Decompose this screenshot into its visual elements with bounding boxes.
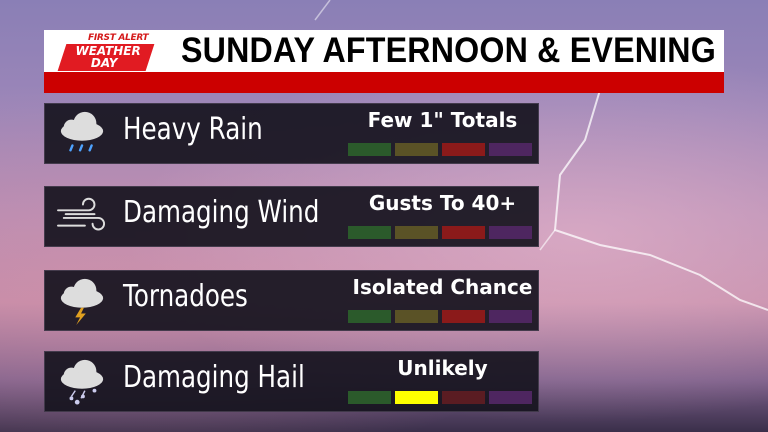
risk-level-bar	[348, 143, 532, 156]
risk-level-segment-4	[489, 310, 532, 323]
risk-level-segment-4	[489, 391, 532, 404]
hazard-row-tornadoes: Tornadoes Isolated Chance	[44, 270, 539, 331]
hazard-row-damaging-hail: Damaging Hail Unlikely	[44, 351, 539, 412]
red-accent-bar	[44, 72, 724, 93]
title-banner: FIRST ALERT WEATHER DAY SUNDAY AFTERNOON …	[44, 30, 724, 72]
hazard-status: Unlikely	[397, 356, 488, 380]
risk-level-segment-1	[348, 226, 391, 239]
risk-level-segment-4	[489, 226, 532, 239]
hazard-label: Damaging Hail	[123, 360, 305, 395]
risk-level-segment-2	[395, 226, 438, 239]
logo-top-text: FIRST ALERT	[88, 33, 149, 43]
cloud-lightning-icon	[60, 278, 104, 325]
risk-level-segment-3	[442, 143, 485, 156]
hazard-label: Tornadoes	[123, 279, 248, 314]
risk-level-segment-3	[442, 310, 485, 323]
risk-level-bar	[348, 310, 532, 323]
risk-level-segment-1	[348, 310, 391, 323]
cloud-hail-icon	[60, 359, 104, 405]
risk-level-segment-1	[348, 391, 391, 404]
cloud-rain-icon	[60, 111, 104, 152]
risk-level-segment-2	[395, 143, 438, 156]
risk-level-bar	[348, 391, 532, 404]
risk-level-segment-2	[395, 391, 438, 404]
risk-level-segment-4	[489, 143, 532, 156]
wind-icon	[57, 197, 106, 231]
hazard-status: Isolated Chance	[352, 275, 533, 299]
risk-level-segment-2	[395, 310, 438, 323]
hazard-status: Few 1" Totals	[367, 108, 518, 132]
risk-level-segment-3	[442, 391, 485, 404]
hazard-row-damaging-wind: Damaging Wind Gusts To 40+	[44, 186, 539, 247]
risk-level-segment-3	[442, 226, 485, 239]
hazard-status: Gusts To 40+	[368, 191, 517, 215]
logo-line2: DAY	[90, 56, 118, 70]
risk-level-segment-1	[348, 143, 391, 156]
page-title: SUNDAY AFTERNOON & EVENING	[181, 31, 716, 70]
hazard-label: Damaging Wind	[123, 195, 320, 230]
hazard-row-heavy-rain: Heavy Rain Few 1" Totals	[44, 103, 539, 164]
first-alert-weather-day-logo: FIRST ALERT WEATHER DAY	[57, 33, 155, 71]
risk-level-bar	[348, 226, 532, 239]
hazard-label: Heavy Rain	[123, 112, 263, 147]
